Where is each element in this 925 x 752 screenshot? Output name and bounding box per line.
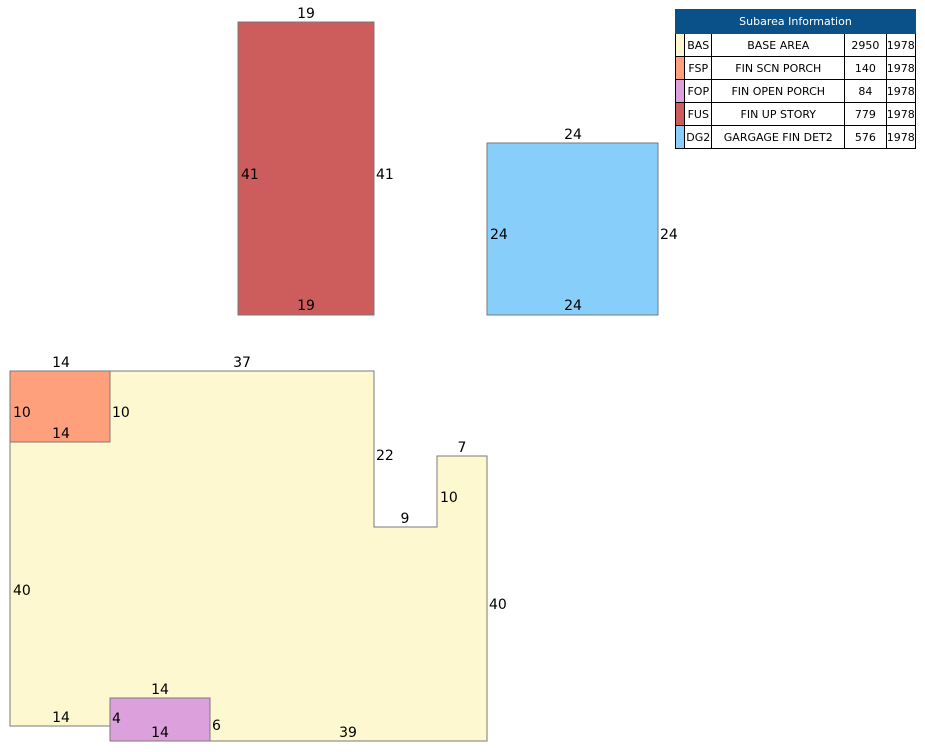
legend-description: FIN OPEN PORCH (711, 79, 846, 103)
legend-year: 1978 (885, 56, 917, 80)
bas-dim-notch-left: 22 (376, 448, 394, 464)
legend-swatch (674, 56, 686, 80)
bas-dim-bottom: 39 (339, 725, 357, 741)
legend-code: FSP (684, 56, 713, 80)
fop-dim-right: 6 (212, 718, 221, 734)
legend-title: Subarea Information (675, 9, 916, 34)
legend-description: GARGAGE FIN DET2 (711, 125, 846, 149)
legend-year: 1978 (885, 33, 917, 57)
dg2-area (486, 142, 659, 316)
bas-dim-right: 40 (489, 597, 507, 613)
bas-dim-left: 40 (13, 583, 31, 599)
legend-area: 2950 (844, 33, 887, 57)
legend-area: 84 (844, 79, 887, 103)
bas-dim-notch-right: 10 (440, 490, 458, 506)
legend-code: DG2 (684, 125, 713, 149)
legend-code: FUS (684, 102, 713, 126)
legend-area: 779 (844, 102, 887, 126)
fop-dim-bottom: 14 (151, 725, 169, 741)
bas-dim-notch-bottom: 9 (401, 511, 410, 527)
legend-swatch (674, 125, 686, 149)
legend-year: 1978 (885, 125, 917, 149)
legend-swatch (674, 33, 686, 57)
legend-code: FOP (684, 79, 713, 103)
fop-dim-top: 14 (151, 682, 169, 698)
fop-area (109, 697, 211, 742)
fus-area (237, 21, 375, 316)
fsp-area (9, 370, 111, 443)
legend-description: FIN UP STORY (711, 102, 846, 126)
bas-dim-top-left: 14 (52, 355, 70, 371)
dg2-dim-top: 24 (564, 127, 582, 143)
fus-dim-right: 41 (376, 167, 394, 183)
fsp-dim-left: 10 (13, 405, 31, 421)
legend-row: FSP FIN SCN PORCH 140 1978 (674, 56, 917, 80)
legend-row: BAS BASE AREA 2950 1978 (674, 33, 917, 57)
fsp-dim-bottom: 14 (52, 426, 70, 442)
bas-dim-bottom-left: 14 (52, 710, 70, 726)
legend-area: 576 (844, 125, 887, 149)
legend-year: 1978 (885, 102, 917, 126)
bas-area (9, 370, 488, 742)
legend-description: FIN SCN PORCH (711, 56, 846, 80)
legend-row: FUS FIN UP STORY 779 1978 (674, 102, 917, 126)
legend-area: 140 (844, 56, 887, 80)
bas-dim-top: 37 (233, 355, 251, 371)
bas-dim-notch-top: 7 (458, 440, 467, 456)
legend-swatch (674, 102, 686, 126)
legend-row: DG2 GARGAGE FIN DET2 576 1978 (674, 125, 917, 149)
fop-dim-left: 4 (112, 711, 121, 727)
legend-year: 1978 (885, 79, 917, 103)
fus-dim-bottom: 19 (297, 298, 315, 314)
legend-code: BAS (684, 33, 713, 57)
fus-dim-left: 41 (241, 167, 259, 183)
fus-dim-top: 19 (297, 6, 315, 22)
dg2-dim-right: 24 (660, 227, 678, 243)
subarea-legend-table: Subarea Information BAS BASE AREA 2950 1… (674, 9, 917, 149)
dg2-dim-left: 24 (490, 227, 508, 243)
dg2-dim-bottom: 24 (564, 298, 582, 314)
legend-row: FOP FIN OPEN PORCH 84 1978 (674, 79, 917, 103)
legend-swatch (674, 79, 686, 103)
legend-description: BASE AREA (711, 33, 846, 57)
fsp-dim-right: 10 (112, 405, 130, 421)
